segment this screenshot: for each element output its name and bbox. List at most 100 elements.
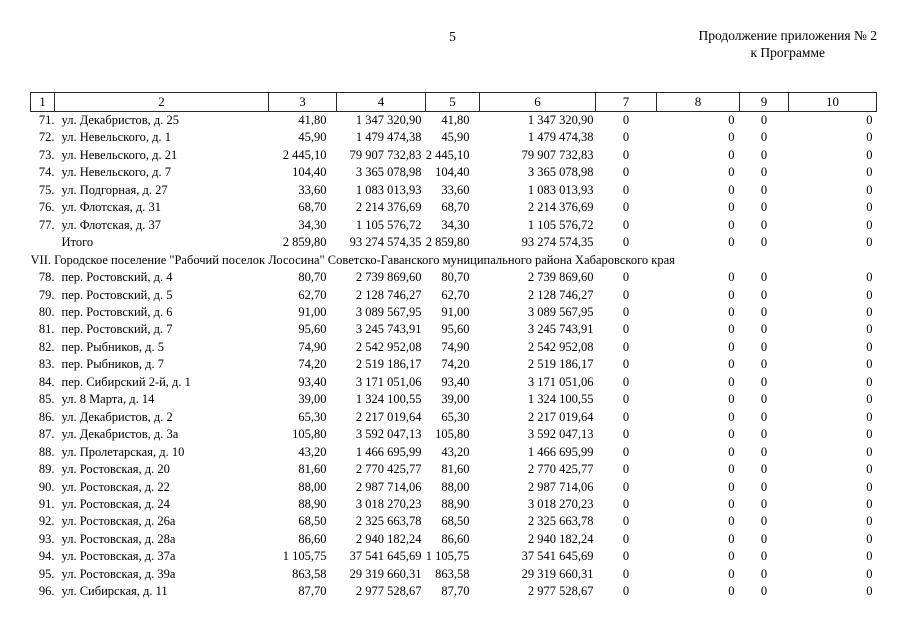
value-cell: 0 <box>622 496 630 511</box>
value-cell: 0 <box>728 462 735 477</box>
address-cell: ул. Невельского, д. 21 <box>61 147 178 162</box>
row-number-cell: 92. <box>38 514 55 529</box>
table-row: 96. ул. Сибирская, д. 11 87,70 2 977 528,67… <box>31 583 877 600</box>
value-cell: 1 324 100,55 <box>355 392 422 407</box>
value-cell: 1 324 100,55 <box>527 392 594 407</box>
value-cell: 0 <box>866 357 873 372</box>
address-cell: пер. Ростовский, д. 7 <box>61 322 173 337</box>
value-cell: 0 <box>760 479 768 494</box>
value-cell: 45,90 <box>298 130 327 145</box>
row-number-cell: 93. <box>38 531 55 546</box>
value-cell: 0 <box>866 462 873 477</box>
value-cell: 2 987 714,06 <box>355 479 422 494</box>
value-cell: 0 <box>728 235 735 250</box>
address-cell: ул. Ростовская, д. 28а <box>61 531 176 546</box>
value-cell: 41,80 <box>441 113 470 127</box>
value-cell: 74,90 <box>298 339 327 354</box>
value-cell: 0 <box>728 304 735 319</box>
value-cell: 0 <box>760 584 768 599</box>
column-header: 7 <box>595 92 657 112</box>
table-row: 84. пер. Сибирский 2-й, д. 1 93,40 3 171 05… <box>31 374 877 391</box>
value-cell: 0 <box>866 531 873 546</box>
value-cell: 0 <box>728 479 735 494</box>
value-cell: 93,40 <box>298 374 327 389</box>
address-cell: пер. Рыбников, д. 7 <box>61 357 165 372</box>
value-cell: 2 445,10 <box>425 147 470 162</box>
row-number-cell: 94. <box>38 549 55 564</box>
value-cell: 1 083 013,93 <box>355 182 422 197</box>
value-cell: 0 <box>866 270 873 285</box>
value-cell: 0 <box>760 514 768 529</box>
value-cell: 2 325 663,78 <box>355 514 422 529</box>
value-cell: 0 <box>622 374 630 389</box>
value-cell: 0 <box>728 374 735 389</box>
value-cell: 0 <box>728 165 735 180</box>
value-cell: 0 <box>760 566 768 581</box>
column-header: 9 <box>739 92 789 112</box>
table-row: 83. пер. Рыбников, д. 7 74,20 2 519 186,17 7… <box>31 356 877 373</box>
table-row: 75. ул. Подгорная, д. 27 33,60 1 083 013,93… <box>31 182 877 199</box>
table-row: 77. ул. Флотская, д. 37 34,30 1 105 576,72 3… <box>31 217 877 234</box>
value-cell: 3 089 567,95 <box>527 304 594 319</box>
value-cell: 0 <box>866 496 873 511</box>
value-cell: 0 <box>760 427 768 442</box>
value-cell: 91,00 <box>441 304 470 319</box>
value-cell: 0 <box>760 235 768 250</box>
value-cell: 0 <box>622 235 630 250</box>
page-number: 5 <box>449 29 456 44</box>
value-cell: 81,60 <box>441 462 470 477</box>
value-cell: 2 940 182,24 <box>527 531 594 546</box>
value-cell: 1 105,75 <box>425 549 470 564</box>
value-cell: 68,50 <box>298 514 327 529</box>
value-cell: 0 <box>728 217 735 232</box>
value-cell: 0 <box>622 584 630 599</box>
value-cell: 3 171 051,06 <box>355 374 422 389</box>
value-cell: 68,70 <box>441 200 470 215</box>
appendix-table: 1 2 3 4 5 6 7 8 9 10 71. ул. Декабристов, д. 25 41,… <box>30 92 877 601</box>
value-cell: 0 <box>622 357 630 372</box>
value-cell: 3 592 047,13 <box>527 427 594 442</box>
value-cell: 0 <box>728 182 735 197</box>
address-cell: ул. Сибирская, д. 11 <box>61 584 168 599</box>
table-row: 71. ул. Декабристов, д. 25 41,80 1 347 320,… <box>31 112 877 130</box>
value-cell: 0 <box>728 549 735 564</box>
value-cell: 41,80 <box>298 113 327 127</box>
value-cell: 2 770 425,77 <box>527 462 594 477</box>
value-cell: 87,70 <box>298 584 327 599</box>
value-cell: 0 <box>866 479 873 494</box>
table-row: 85. ул. 8 Марта, д. 14 39,00 1 324 100,55 39… <box>31 391 877 408</box>
value-cell: 863,58 <box>435 566 470 581</box>
value-cell: 0 <box>760 496 768 511</box>
value-cell: 3 171 051,06 <box>527 374 594 389</box>
value-cell: 0 <box>760 374 768 389</box>
value-cell: 87,70 <box>441 584 470 599</box>
row-number-cell: 84. <box>38 374 55 389</box>
value-cell: 1 466 695,99 <box>355 444 422 459</box>
row-number-cell: 89. <box>38 462 55 477</box>
value-cell: 0 <box>760 182 768 197</box>
value-cell: 1 347 320,90 <box>355 113 422 127</box>
column-header: 5 <box>425 92 480 112</box>
value-cell: 0 <box>866 322 873 337</box>
row-number-cell: 83. <box>38 357 55 372</box>
value-cell: 0 <box>622 514 630 529</box>
value-cell: 0 <box>866 200 873 215</box>
value-cell: 0 <box>866 147 873 162</box>
value-cell: 863,58 <box>292 566 327 581</box>
table-row: 94. ул. Ростовская, д. 37а 1 105,75 37 541 … <box>31 548 877 565</box>
value-cell: 0 <box>760 409 768 424</box>
address-cell: ул. Ростовская, д. 22 <box>61 479 170 494</box>
value-cell: 68,50 <box>441 514 470 529</box>
value-cell: 0 <box>728 270 735 285</box>
value-cell: 0 <box>622 322 630 337</box>
value-cell: 0 <box>728 409 735 424</box>
value-cell: 2 859,80 <box>282 235 327 250</box>
value-cell: 0 <box>622 409 630 424</box>
value-cell: 0 <box>728 357 735 372</box>
column-header: 1 <box>30 92 55 112</box>
table-row: 92. ул. Ростовская, д. 26а 68,50 2 325 663,… <box>31 513 877 530</box>
value-cell: 0 <box>760 113 768 127</box>
address-cell: ул. Флотская, д. 31 <box>61 200 161 215</box>
table-row: 76. ул. Флотская, д. 31 68,70 2 214 376,69 6… <box>31 199 877 216</box>
continuation-note: Продолжение приложения № 2 к Программе <box>698 27 877 61</box>
